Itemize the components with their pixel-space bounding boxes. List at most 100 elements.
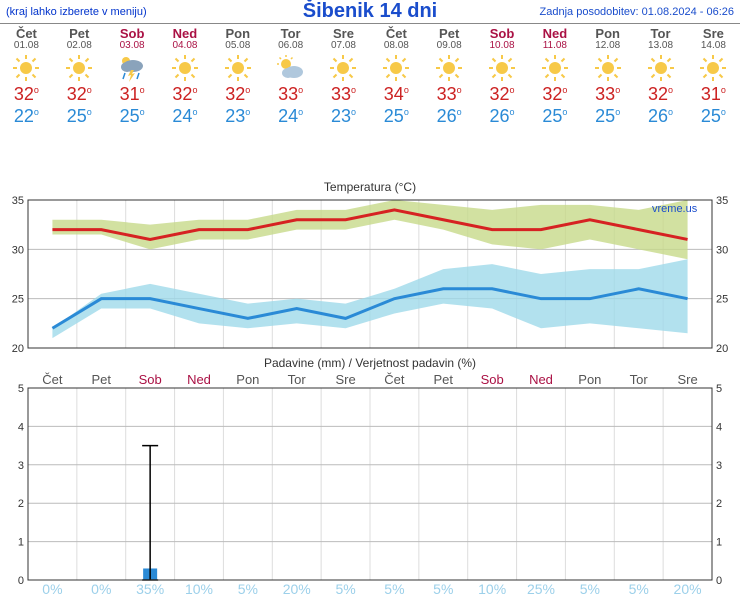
svg-text:30: 30 (716, 244, 728, 256)
day-column: Čet 01.08 32o 22o (0, 24, 53, 142)
temperature-chart: 2020252530303535vreme.us (0, 194, 740, 354)
date: 09.08 (423, 40, 476, 51)
svg-text:25: 25 (12, 294, 24, 306)
precip-percent: 10% (478, 581, 506, 597)
svg-text:4: 4 (18, 421, 24, 433)
svg-text:4: 4 (716, 421, 722, 433)
day-of-week: Sre (317, 26, 370, 41)
weather-icon (211, 51, 264, 85)
precip-dow: Ned (187, 372, 211, 387)
day-column: Sre 14.08 31o 25o (687, 24, 740, 142)
weather-icon (317, 51, 370, 85)
weather-icon (634, 51, 687, 85)
menu-hint[interactable]: (kraj lahko izberete v meniju) (0, 6, 210, 18)
date: 14.08 (687, 40, 740, 51)
svg-text:35: 35 (716, 195, 728, 207)
low-temp: 23o (317, 107, 370, 125)
day-column: Pon 05.08 32o 23o (211, 24, 264, 142)
day-of-week: Čet (0, 26, 53, 41)
forecast-daystrip: Čet 01.08 32o 22o Pet 02.08 32o 25o Sob … (0, 24, 740, 142)
temp-chart-label: Temperatura (°C) (0, 180, 740, 194)
low-temp: 23o (211, 107, 264, 125)
high-temp: 32o (634, 85, 687, 103)
low-temp: 25o (53, 107, 106, 125)
high-temp: 31o (106, 85, 159, 103)
precip-dow: Pet (92, 372, 112, 387)
day-of-week: Ned (528, 26, 581, 41)
date: 06.08 (264, 40, 317, 51)
weather-icon (106, 51, 159, 85)
precip-percent: 0% (42, 581, 62, 597)
low-temp: 25o (581, 107, 634, 125)
svg-text:1: 1 (18, 537, 24, 549)
high-temp: 32o (528, 85, 581, 103)
high-temp: 32o (476, 85, 529, 103)
low-temp: 24o (159, 107, 212, 125)
day-column: Čet 08.08 34o 25o (370, 24, 423, 142)
day-of-week: Ned (159, 26, 212, 41)
precip-dow: Sre (335, 372, 355, 387)
low-temp: 26o (423, 107, 476, 125)
svg-text:1: 1 (716, 537, 722, 549)
svg-text:2: 2 (18, 498, 24, 510)
svg-text:0: 0 (716, 575, 722, 587)
date: 07.08 (317, 40, 370, 51)
day-of-week: Pet (53, 26, 106, 41)
date: 05.08 (211, 40, 264, 51)
weather-icon (476, 51, 529, 85)
precip-percent: 10% (185, 581, 213, 597)
high-temp: 33o (264, 85, 317, 103)
day-of-week: Tor (634, 26, 687, 41)
precip-dow: Čet (384, 372, 405, 387)
precip-percent: 25% (527, 581, 555, 597)
weather-icon (159, 51, 212, 85)
precip-percent: 5% (433, 581, 453, 597)
day-of-week: Pon (581, 26, 634, 41)
precip-percent: 35% (136, 581, 164, 597)
weather-icon (0, 51, 53, 85)
precip-dow: Sob (139, 372, 162, 387)
weather-icon (423, 51, 476, 85)
precip-percent: 5% (384, 581, 404, 597)
high-temp: 32o (211, 85, 264, 103)
date: 08.08 (370, 40, 423, 51)
low-temp: 24o (264, 107, 317, 125)
weather-icon (687, 51, 740, 85)
svg-text:30: 30 (12, 244, 24, 256)
day-column: Ned 11.08 32o 25o (528, 24, 581, 142)
day-column: Sob 03.08 31o 25o (106, 24, 159, 142)
high-temp: 33o (317, 85, 370, 103)
low-temp: 25o (528, 107, 581, 125)
precipitation-chart: ČetPetSobNedPonTorSreČetPetSobNedPonTorS… (0, 370, 740, 600)
day-column: Pon 12.08 33o 25o (581, 24, 634, 142)
high-temp: 32o (159, 85, 212, 103)
precip-percent: 5% (238, 581, 258, 597)
day-of-week: Pet (423, 26, 476, 41)
weather-icon (581, 51, 634, 85)
precip-dow: Tor (288, 372, 307, 387)
date: 11.08 (528, 40, 581, 51)
day-column: Tor 06.08 33o 24o (264, 24, 317, 142)
svg-text:25: 25 (716, 294, 728, 306)
day-column: Ned 04.08 32o 24o (159, 24, 212, 142)
day-column: Tor 13.08 32o 26o (634, 24, 687, 142)
precip-percent: 0% (91, 581, 111, 597)
low-temp: 25o (370, 107, 423, 125)
date: 03.08 (106, 40, 159, 51)
low-temp: 26o (634, 107, 687, 125)
precip-dow: Pon (578, 372, 601, 387)
high-temp: 32o (0, 85, 53, 103)
weather-icon (528, 51, 581, 85)
low-temp: 25o (687, 107, 740, 125)
precip-percent: 5% (335, 581, 355, 597)
day-column: Sob 10.08 32o 26o (476, 24, 529, 142)
high-temp: 33o (423, 85, 476, 103)
header-bar: (kraj lahko izberete v meniju) Šibenik 1… (0, 0, 740, 24)
svg-text:0: 0 (18, 575, 24, 587)
day-column: Pet 02.08 32o 25o (53, 24, 106, 142)
low-temp: 26o (476, 107, 529, 125)
svg-text:20: 20 (716, 343, 728, 354)
weather-icon (264, 51, 317, 85)
precip-chart-label: Padavine (mm) / Verjetnost padavin (%) (0, 356, 740, 370)
day-of-week: Tor (264, 26, 317, 41)
